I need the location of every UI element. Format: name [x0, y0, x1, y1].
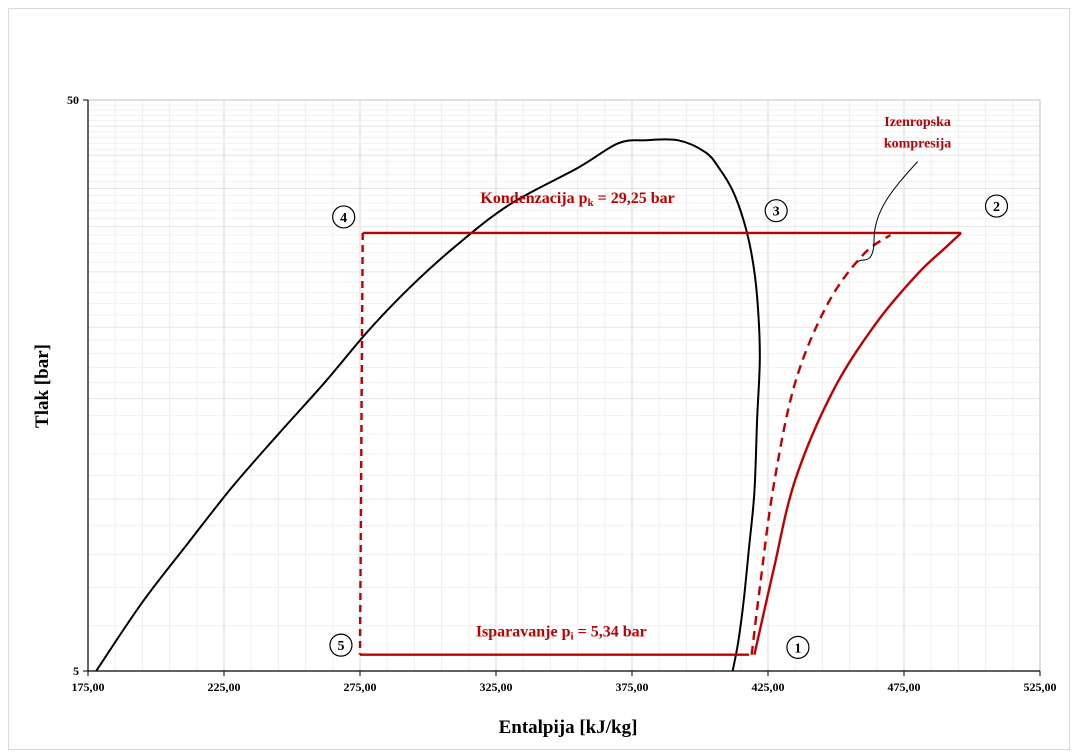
point-marker-circle — [984, 194, 1009, 218]
plot-border — [87, 99, 1041, 672]
series-cycle — [360, 231, 962, 656]
point-marker-circle — [764, 199, 788, 223]
x-tick-label: 375,00 — [616, 680, 649, 694]
series-group — [95, 138, 962, 672]
annotation-subscript: i — [571, 630, 574, 642]
point-marker-label: 3 — [773, 205, 780, 220]
annotation-rest-text: = 5,34 bar — [574, 623, 647, 640]
y-tick-label: 50 — [67, 93, 79, 107]
series-expansion-dashed — [358, 232, 364, 655]
tick-labels: 175,00 225,00 275,00 325,00 375,00 425,00 475,… — [67, 93, 1057, 694]
annotation-label: Isparavanje pi = 5,34 bar — [476, 623, 647, 642]
x-tick-label: 475,00 — [888, 680, 921, 694]
y-tick-label: 5 — [73, 664, 79, 678]
annotation-label: Kondenzacija pk = 29,25 bar — [480, 190, 674, 209]
annotation-label: Izenropska — [884, 115, 951, 130]
point-marker-label: 4 — [340, 211, 347, 226]
x-tick-label: 525,00 — [1024, 680, 1057, 694]
point-marker-label: 1 — [794, 641, 801, 656]
series-saturation-dome — [95, 138, 761, 672]
x-tick-label: 175,00 — [72, 680, 105, 694]
x-tick-label: 275,00 — [344, 680, 377, 694]
point-markers: 1 2 3 4 5 — [329, 194, 1009, 659]
x-tick-label: 325,00 — [480, 680, 513, 694]
annotations: Kondenzacija pk = 29,25 bar Isparavanje p… — [476, 115, 951, 642]
point-marker-label: 2 — [993, 200, 1000, 215]
annotation-main-text: kompresija — [884, 136, 951, 151]
annotation-main-text: Isparavanje p — [476, 623, 571, 640]
annotation-subscript: k — [588, 197, 595, 209]
x-tick-label: 425,00 — [752, 680, 785, 694]
x-tick-label: 225,00 — [208, 680, 241, 694]
annotation-rest-text: = 29,25 bar — [594, 190, 675, 207]
point-marker-circle — [786, 635, 810, 659]
point-marker-circle — [332, 205, 356, 229]
series-isentropic-dashed — [750, 234, 892, 655]
leader-line — [857, 161, 918, 263]
annotation-main-text: Izenropska — [884, 115, 951, 130]
point-marker-label: 5 — [337, 639, 344, 654]
annotation-label: kompresija — [884, 136, 951, 151]
y-axis-label: Tlak [bar] — [32, 344, 53, 428]
x-axis-label: Entalpija [kJ/kg] — [499, 717, 638, 738]
point-marker-circle — [329, 633, 353, 657]
annotation-main-text: Kondenzacija p — [480, 190, 587, 207]
